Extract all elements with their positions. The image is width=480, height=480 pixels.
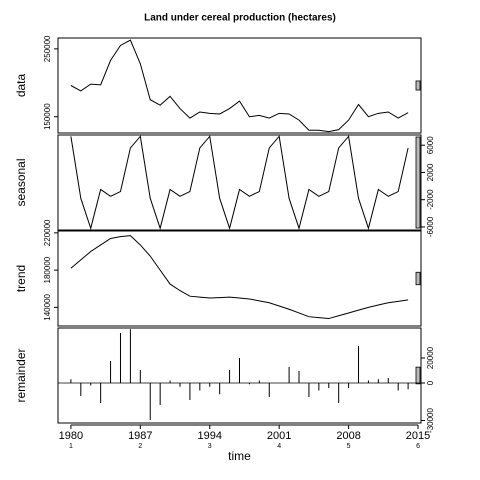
cycle-label: 6 (416, 443, 420, 450)
x-tick-label: 1994 (198, 430, 222, 442)
y-tick-label: 20000 (426, 346, 435, 369)
y-tick-label: 140000 (43, 293, 52, 320)
y-tick-label: 250000 (43, 35, 52, 62)
cycle-label: 2 (138, 443, 142, 450)
series-line (70, 39, 409, 133)
x-tick-label: 1980 (59, 430, 83, 442)
cycle-label: 4 (277, 443, 281, 450)
y-tick-label: -30000 (426, 408, 435, 433)
y-tick-label: 150000 (43, 103, 52, 130)
x-tick-label: 2008 (336, 430, 360, 442)
cycle-label: 3 (208, 443, 212, 450)
y-axis-label: seasonal (14, 158, 28, 206)
series-line (70, 135, 409, 231)
panel-frame (57, 327, 422, 424)
y-tick-label: -6000 (426, 216, 435, 237)
y-axis-label: trend (14, 265, 28, 292)
x-tick-label: 2001 (267, 430, 291, 442)
y-tick-label: 0 (426, 380, 435, 385)
chart-title: Land under cereal production (hectares) (144, 13, 336, 24)
y-tick-label: 180000 (43, 256, 52, 283)
panel-frame (57, 134, 422, 231)
x-axis-label: time (228, 449, 251, 463)
y-axis-label: data (14, 73, 28, 97)
y-tick-label: 220000 (43, 219, 52, 246)
x-tick-label: 2015 (406, 430, 430, 442)
range-bar (415, 366, 421, 385)
range-bar (415, 80, 421, 91)
y-tick-label: 2000 (426, 163, 435, 181)
x-tick-label: 1987 (128, 430, 152, 442)
cycle-label: 1 (69, 443, 73, 450)
panel-frame (57, 37, 422, 134)
panel-frame (57, 230, 422, 327)
series-line (70, 235, 409, 320)
y-tick-label: -2000 (426, 189, 435, 210)
cycle-label: 5 (347, 443, 351, 450)
y-tick-label: 6000 (426, 136, 435, 154)
y-axis-label: remainder (14, 348, 28, 402)
range-bar (415, 136, 421, 229)
range-bar (415, 271, 421, 286)
